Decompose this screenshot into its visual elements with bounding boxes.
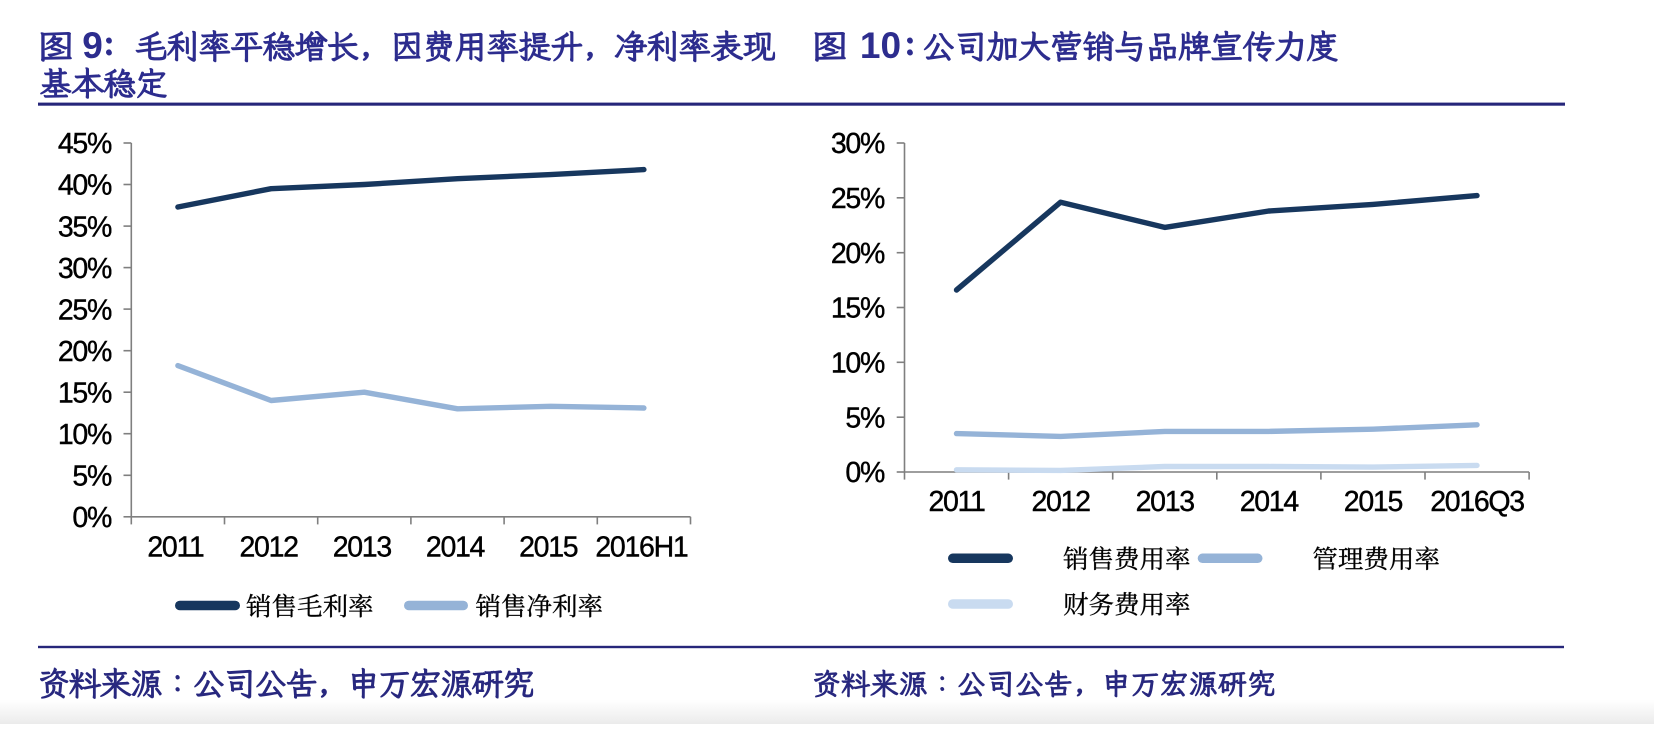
svg-text:35%: 35% bbox=[58, 211, 112, 243]
svg-text:5%: 5% bbox=[72, 461, 112, 493]
svg-text:2016Q3: 2016Q3 bbox=[1430, 486, 1524, 518]
svg-text:2013: 2013 bbox=[1136, 486, 1195, 518]
svg-text:9: 9 bbox=[82, 25, 103, 66]
svg-text:10: 10 bbox=[860, 25, 901, 66]
svg-text:2011: 2011 bbox=[928, 486, 985, 518]
svg-text:0%: 0% bbox=[845, 457, 885, 489]
svg-text:30%: 30% bbox=[831, 128, 885, 160]
svg-text:0%: 0% bbox=[72, 502, 112, 534]
svg-text:45%: 45% bbox=[58, 128, 112, 160]
svg-text:2013: 2013 bbox=[333, 532, 392, 564]
svg-text:10%: 10% bbox=[58, 419, 112, 451]
svg-text:20%: 20% bbox=[831, 238, 885, 270]
svg-text:15%: 15% bbox=[58, 377, 112, 409]
svg-text:2015: 2015 bbox=[1344, 486, 1403, 518]
svg-text:25%: 25% bbox=[831, 183, 885, 215]
svg-text:2016H1: 2016H1 bbox=[595, 532, 687, 564]
svg-text:2014: 2014 bbox=[426, 532, 486, 564]
svg-text:2012: 2012 bbox=[239, 532, 298, 564]
svg-text:2012: 2012 bbox=[1031, 486, 1090, 518]
svg-text:2015: 2015 bbox=[519, 532, 578, 564]
svg-text:2011: 2011 bbox=[147, 532, 204, 564]
svg-text:5%: 5% bbox=[845, 402, 885, 434]
svg-text:20%: 20% bbox=[58, 336, 112, 368]
svg-text:30%: 30% bbox=[58, 253, 112, 285]
svg-text:2014: 2014 bbox=[1240, 486, 1300, 518]
svg-text:40%: 40% bbox=[58, 170, 112, 202]
svg-text:10%: 10% bbox=[831, 348, 885, 380]
svg-text:15%: 15% bbox=[831, 293, 885, 325]
svg-text:25%: 25% bbox=[58, 294, 112, 326]
